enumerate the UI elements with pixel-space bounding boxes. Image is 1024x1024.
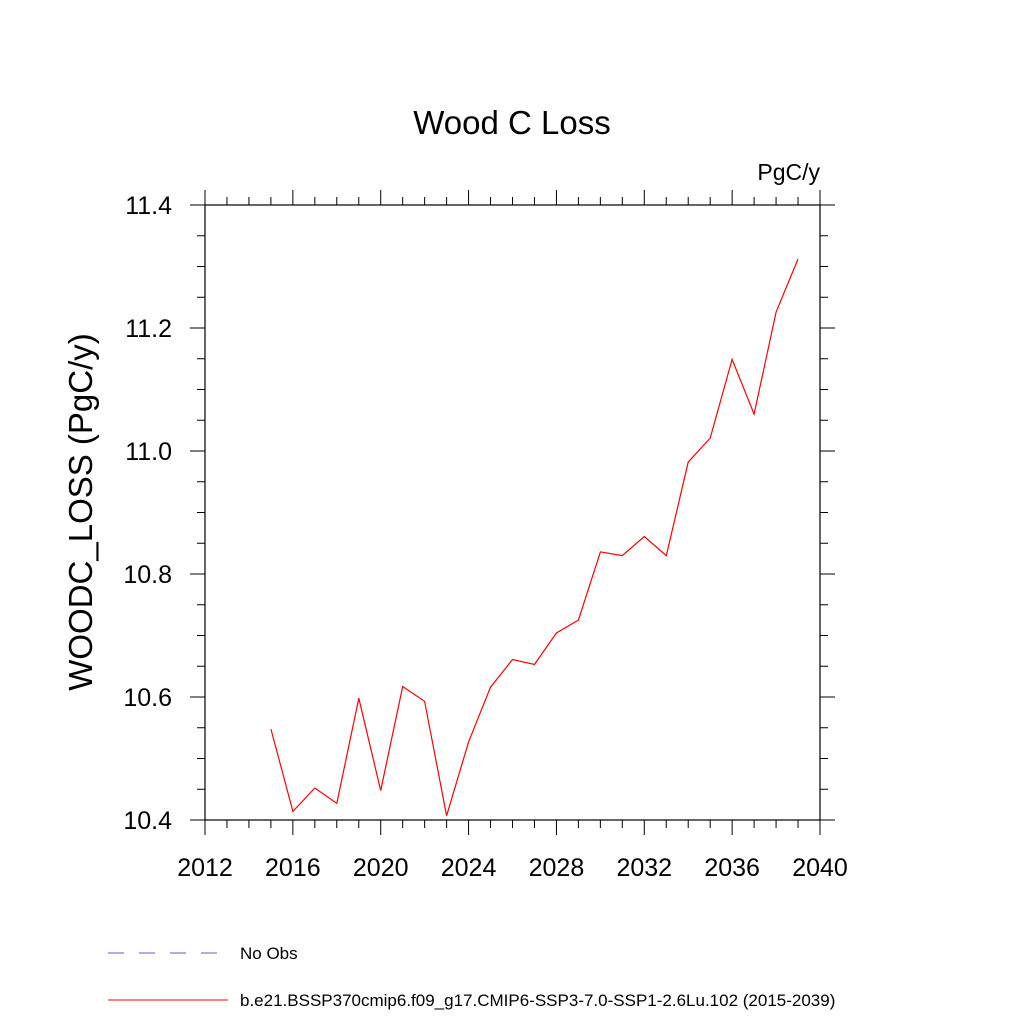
- x-tick-label: 2032: [616, 854, 672, 882]
- legend-label-no-obs: No Obs: [240, 944, 298, 963]
- y-tick-label: 10.4: [123, 807, 172, 835]
- chart-title: Wood C Loss: [413, 104, 610, 141]
- x-tick-label: 2028: [529, 854, 585, 882]
- x-tick-label: 2016: [265, 854, 321, 882]
- x-tick-label: 2036: [704, 854, 760, 882]
- legend-label-model: b.e21.BSSP370cmip6.f09_g17.CMIP6-SSP3-7.…: [240, 991, 835, 1010]
- x-tick-label: 2024: [441, 854, 497, 882]
- x-tick-label: 2020: [353, 854, 409, 882]
- series-group: [270, 258, 799, 816]
- plot-frame: [204, 204, 821, 821]
- axis-ticks: [190, 190, 835, 835]
- units-label: PgC/y: [757, 159, 820, 185]
- y-tick-label: 10.8: [123, 561, 172, 589]
- series-line: [270, 258, 799, 816]
- y-axis-label: WOODC_LOSS (PgC/y): [62, 333, 99, 691]
- x-tick-label: 2040: [792, 854, 848, 882]
- tick-labels: 2012 2016 2020 2024 2028 2032 2036 2040 10.4 10.6…: [123, 192, 847, 882]
- legend: No Obs b.e21.BSSP370cmip6.f09_g17.CMIP6-…: [108, 944, 835, 1010]
- x-tick-label: 2012: [177, 854, 233, 882]
- y-tick-label: 10.6: [123, 684, 172, 712]
- y-tick-label: 11.2: [125, 315, 172, 343]
- y-tick-label: 11.4: [125, 192, 172, 220]
- y-tick-label: 11.0: [125, 438, 172, 466]
